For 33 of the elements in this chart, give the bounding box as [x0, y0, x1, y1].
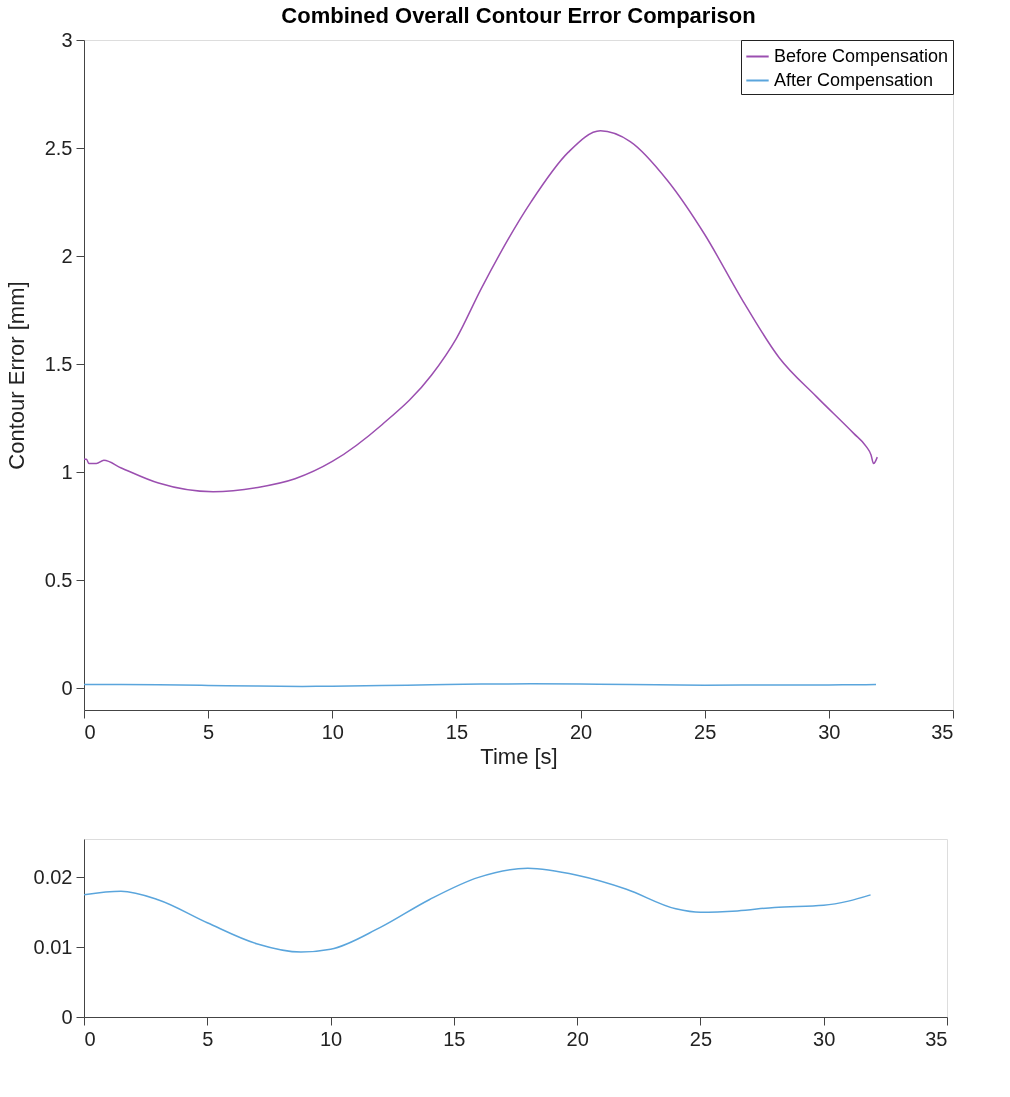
x-tick-label: 20	[569, 720, 593, 743]
y-tick-label: 0	[61, 1005, 73, 1028]
x-tick-label: 35	[925, 1027, 948, 1050]
line-series	[84, 130, 879, 493]
x-tick-label: 30	[813, 1027, 836, 1050]
x-tick-label: 5	[202, 1027, 214, 1050]
x-tick-label: 10	[321, 720, 344, 743]
x-tick-label: 30	[818, 720, 841, 743]
y-tick-label: 2	[61, 244, 73, 267]
y-tick-label: 1.5	[44, 352, 73, 375]
x-tick-label: 35	[931, 720, 954, 743]
legend-label: Before Compensation	[774, 45, 949, 66]
y-tick-label: 0.02	[33, 865, 73, 888]
y-tick-label: 0.5	[44, 568, 73, 591]
x-tick-label: 25	[694, 720, 717, 743]
y-tick-label: 2.5	[44, 136, 73, 159]
y-tick-label: 1	[61, 460, 73, 483]
y-tick-label: 0.01	[33, 935, 73, 958]
x-tick-label: 25	[689, 1027, 713, 1050]
x-tick-label: 10	[319, 1027, 343, 1050]
y-tick-label: 3	[61, 28, 73, 51]
chart-title: Combined Overall Contour Error Comparison	[281, 3, 756, 28]
x-tick-label: 15	[443, 1027, 466, 1050]
y-tick-label: 0	[61, 676, 73, 699]
x-tick-label: 5	[203, 720, 215, 743]
x-tick-label: 0	[84, 720, 96, 743]
x-tick-label: 20	[566, 1027, 589, 1050]
legend-label: After Compensation	[774, 69, 934, 90]
line-series	[84, 867, 872, 953]
x-tick-label: 0	[84, 1027, 96, 1050]
x-axis-title: Time [s]	[480, 743, 558, 769]
x-tick-label: 15	[445, 720, 469, 743]
y-axis-title: Contour Error [mm]	[3, 281, 29, 470]
